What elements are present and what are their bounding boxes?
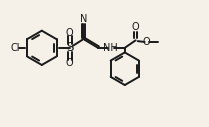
Text: Cl: Cl (11, 43, 20, 53)
Text: O: O (132, 22, 139, 32)
Text: S: S (66, 41, 74, 54)
Text: N: N (80, 14, 87, 24)
Text: O: O (66, 58, 74, 68)
Text: O: O (66, 28, 74, 38)
Text: NH: NH (103, 43, 118, 53)
Text: O: O (143, 37, 150, 47)
